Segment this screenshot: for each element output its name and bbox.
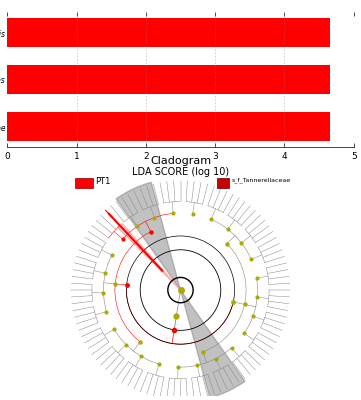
Title: Cladogram: Cladogram (150, 156, 211, 166)
Text: s_f_Tannerellaceae: s_f_Tannerellaceae (231, 177, 290, 183)
Wedge shape (180, 290, 245, 398)
Wedge shape (118, 223, 180, 290)
Bar (7, 18, 330, 47)
Bar (75, 178, 93, 188)
Bar (7, 65, 330, 94)
Text: PT1: PT1 (95, 177, 111, 186)
Bar (217, 178, 229, 188)
X-axis label: LDA SCORE (log 10): LDA SCORE (log 10) (132, 167, 229, 177)
Bar (7, 112, 330, 141)
Wedge shape (116, 182, 180, 290)
